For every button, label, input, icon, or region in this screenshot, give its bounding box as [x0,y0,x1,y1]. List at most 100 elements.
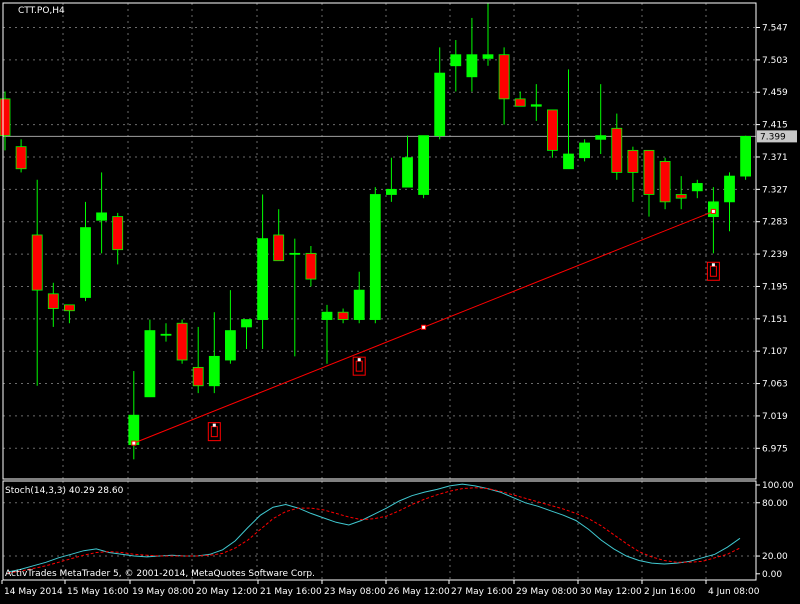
bull-candle [208,355,220,387]
price-tick-label: 7.239 [762,250,788,260]
bull-candle [80,227,91,298]
bull-candle [289,252,301,255]
stoch-tick-label: 20.00 [762,552,788,562]
stochastic-panel [7,483,741,574]
price-tick-label: 7.019 [762,412,788,422]
price-grid [3,3,756,580]
price-overlays [131,208,720,446]
trendline-anchor [421,324,427,330]
price-tick-label: 7.415 [762,121,788,131]
stoch-main-line [7,483,741,573]
bull-candle [418,135,430,195]
bull-candle [321,311,333,320]
bull-candle [353,289,365,320]
price-tick-label: 7.459 [762,88,788,98]
bull-candle [482,54,494,59]
fractal-dot [212,423,216,427]
chart-frames [2,2,757,581]
bear-candle [273,234,285,262]
bear-candle [675,194,687,199]
bear-candle [498,54,510,100]
stoch-tick-label: 0.00 [762,570,782,580]
time-tick-label: 4 Jun 08:00 [708,587,760,597]
fractal-marker [352,356,366,376]
time-tick-label: 2 Jun 16:00 [644,587,696,597]
bull-candle [434,72,446,137]
stoch-signal-line [7,487,741,574]
bull-candle [691,183,703,192]
price-tick-label: 7.371 [762,153,788,163]
bull-candle [740,135,751,177]
copyright-text: ActivTrades MetaTrader 5, © 2001-2014, M… [5,569,315,579]
bear-candle [659,160,671,203]
price-pane-frame [2,2,757,480]
fractal-dot [711,263,715,267]
bear-candle [64,304,75,312]
bear-candle [514,98,526,107]
time-tick-label: 26 May 12:00 [388,587,450,597]
bear-candle [0,98,11,137]
bear-candle [176,322,188,361]
price-tick-label: 7.283 [762,218,788,228]
fractal-marker [207,422,221,442]
price-candles [0,3,751,460]
bear-candle [15,146,27,170]
bull-candle [595,135,607,140]
bull-candle [241,319,252,328]
bull-candle [385,188,397,195]
bull-candle [128,414,140,446]
fractal-marker-inner [210,426,218,438]
price-tick-label: 6.975 [762,444,788,454]
price-tick-label: 7.151 [762,315,788,325]
price-tick-label: 7.503 [762,56,788,66]
trendline-anchor [131,440,137,446]
fractal-dot [357,358,361,362]
stoch-header: Stoch(14,3,3) 40.29 28.60 [5,486,124,496]
bear-candle [31,234,43,291]
stoch-pane-frame [2,480,757,581]
bear-candle [627,149,639,173]
price-tick-label: 7.063 [762,380,788,390]
bear-candle [47,293,59,309]
bear-candle [611,127,623,173]
bear-candle [112,216,124,251]
bull-candle [369,194,381,320]
bull-candle [224,330,236,361]
time-tick-label: 21 May 16:00 [260,587,322,597]
bull-candle [466,54,478,78]
axis-labels: 7.547 7.503 7.459 7.415 7.371 7.327 7.283 7.239… [1,24,797,597]
fractal-marker-inner [355,360,363,372]
current-price-label: 7.399 [760,132,786,142]
bull-candle [563,153,574,170]
price-tick-label: 7.547 [762,24,788,34]
current-price-badge [757,130,797,143]
bull-candle [96,212,107,221]
bull-candle [579,142,590,159]
bear-candle [192,366,204,387]
bull-candle [724,175,735,203]
bull-candle [450,54,462,67]
bull-candle [257,238,269,320]
time-tick-label: 19 May 08:00 [132,587,194,597]
time-tick-label: 20 May 12:00 [196,587,258,597]
time-tick-label: 29 May 08:00 [516,587,578,597]
bear-candle [547,109,558,151]
bull-candle [530,104,542,107]
bull-candle [144,330,156,398]
bull-candle [402,157,413,188]
stoch-tick-label: 80.00 [762,499,788,509]
price-tick-label: 7.327 [762,185,788,195]
symbol-title: CTT.PO,H4 [18,6,65,16]
price-tick-label: 7.107 [762,347,788,357]
time-tick-label: 23 May 08:00 [324,587,386,597]
bear-candle [305,252,317,280]
bear-candle [337,311,349,320]
price-tick-label: 7.195 [762,282,788,292]
bull-candle [160,333,172,336]
fractal-marker-inner [709,265,717,277]
time-tick-label: 30 May 12:00 [580,587,642,597]
time-tick-label: 15 May 16:00 [67,587,129,597]
fractal-marker [706,261,720,281]
